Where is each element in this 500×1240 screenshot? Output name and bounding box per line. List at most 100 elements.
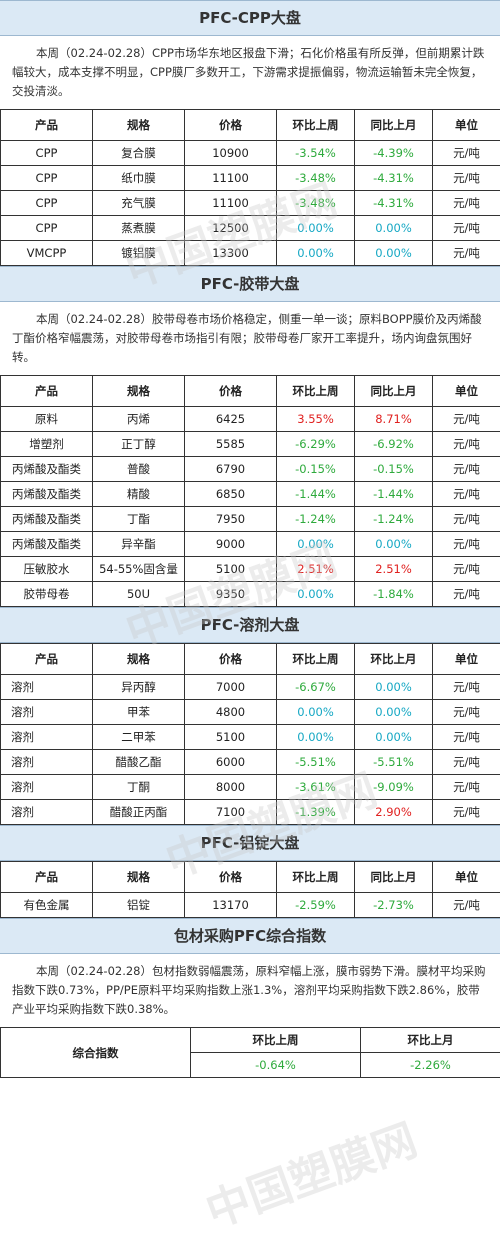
cell-mom: -4.31% bbox=[355, 191, 433, 216]
cell-spec: 醋酸乙酯 bbox=[93, 750, 185, 775]
index-label: 综合指数 bbox=[1, 1028, 191, 1078]
cell-mom: -5.51% bbox=[355, 750, 433, 775]
cell-spec: 纸巾膜 bbox=[93, 166, 185, 191]
cell-mom: 2.90% bbox=[355, 800, 433, 825]
cell-mom: -0.15% bbox=[355, 457, 433, 482]
table-row: 丙烯酸及酯类 异辛酯 9000 0.00% 0.00% 元/吨 bbox=[1, 532, 500, 557]
cell-product: CPP bbox=[1, 166, 93, 191]
cell-wow: -3.61% bbox=[277, 775, 355, 800]
table-row: 丙烯酸及酯类 普酸 6790 -0.15% -0.15% 元/吨 bbox=[1, 457, 500, 482]
cell-product: CPP bbox=[1, 141, 93, 166]
cell-product: 增塑剂 bbox=[1, 432, 93, 457]
cell-wow: 0.00% bbox=[277, 700, 355, 725]
cell-mom: -1.24% bbox=[355, 507, 433, 532]
cell-wow: 0.00% bbox=[277, 725, 355, 750]
cell-spec: 丁酯 bbox=[93, 507, 185, 532]
header-spec: 规格 bbox=[93, 862, 185, 893]
cell-wow: 0.00% bbox=[277, 532, 355, 557]
cell-wow: -5.51% bbox=[277, 750, 355, 775]
solvent-table: 产品 规格 价格 环比上周 环比上月 单位 溶剂 异丙醇 7000 -6.67%… bbox=[0, 643, 500, 825]
cell-wow: 2.51% bbox=[277, 557, 355, 582]
cell-wow: -3.48% bbox=[277, 191, 355, 216]
header-unit: 单位 bbox=[433, 376, 500, 407]
header-product: 产品 bbox=[1, 110, 93, 141]
index-col-mom: 环比上月 bbox=[361, 1028, 500, 1053]
cell-mom: 0.00% bbox=[355, 725, 433, 750]
table-row: 胶带母卷 50U 9350 0.00% -1.84% 元/吨 bbox=[1, 582, 500, 607]
index-section-title: 包材采购PFC综合指数 bbox=[0, 918, 500, 954]
cell-unit: 元/吨 bbox=[433, 141, 500, 166]
cell-price: 5585 bbox=[185, 432, 277, 457]
cell-price: 5100 bbox=[185, 557, 277, 582]
cell-mom: 0.00% bbox=[355, 216, 433, 241]
table-row: CPP 纸巾膜 11100 -3.48% -4.31% 元/吨 bbox=[1, 166, 500, 191]
cell-price: 4800 bbox=[185, 700, 277, 725]
cell-unit: 元/吨 bbox=[433, 216, 500, 241]
cell-unit: 元/吨 bbox=[433, 800, 500, 825]
cell-product: 溶剂 bbox=[1, 675, 93, 700]
header-mom: 同比上月 bbox=[355, 110, 433, 141]
cell-mom: 8.71% bbox=[355, 407, 433, 432]
cell-unit: 元/吨 bbox=[433, 507, 500, 532]
table-row: 有色金属 铝锭 13170 -2.59% -2.73% 元/吨 bbox=[1, 893, 500, 918]
cell-mom: -9.09% bbox=[355, 775, 433, 800]
cell-product: 溶剂 bbox=[1, 775, 93, 800]
cell-wow: 3.55% bbox=[277, 407, 355, 432]
cell-spec: 异丙醇 bbox=[93, 675, 185, 700]
table-row: 溶剂 醋酸乙酯 6000 -5.51% -5.51% 元/吨 bbox=[1, 750, 500, 775]
cpp-table: 产品 规格 价格 环比上周 同比上月 单位 CPP 复合膜 10900 -3.5… bbox=[0, 109, 500, 266]
cell-wow: -2.59% bbox=[277, 893, 355, 918]
table-row: 增塑剂 正丁醇 5585 -6.29% -6.92% 元/吨 bbox=[1, 432, 500, 457]
cell-product: VMCPP bbox=[1, 241, 93, 266]
header-product: 产品 bbox=[1, 376, 93, 407]
cell-price: 8000 bbox=[185, 775, 277, 800]
cell-price: 11100 bbox=[185, 191, 277, 216]
cell-unit: 元/吨 bbox=[433, 407, 500, 432]
cell-unit: 元/吨 bbox=[433, 725, 500, 750]
cell-wow: -1.24% bbox=[277, 507, 355, 532]
header-price: 价格 bbox=[185, 644, 277, 675]
cell-spec: 镀铝膜 bbox=[93, 241, 185, 266]
cell-price: 13170 bbox=[185, 893, 277, 918]
table-row: 溶剂 二甲苯 5100 0.00% 0.00% 元/吨 bbox=[1, 725, 500, 750]
cell-mom: -4.31% bbox=[355, 166, 433, 191]
cell-spec: 精酸 bbox=[93, 482, 185, 507]
cell-unit: 元/吨 bbox=[433, 457, 500, 482]
cell-product: 丙烯酸及酯类 bbox=[1, 457, 93, 482]
cell-spec: 54-55%固含量 bbox=[93, 557, 185, 582]
cell-wow: -0.15% bbox=[277, 457, 355, 482]
cell-unit: 元/吨 bbox=[433, 432, 500, 457]
cell-spec: 丁酮 bbox=[93, 775, 185, 800]
table-row: 原料 丙烯 6425 3.55% 8.71% 元/吨 bbox=[1, 407, 500, 432]
cell-mom: 0.00% bbox=[355, 675, 433, 700]
cell-wow: -3.48% bbox=[277, 166, 355, 191]
table-header-row: 产品 规格 价格 环比上周 同比上月 单位 bbox=[1, 376, 500, 407]
tape-section-title: PFC-胶带大盘 bbox=[0, 266, 500, 302]
aluminum-section-title: PFC-铝锭大盘 bbox=[0, 825, 500, 861]
tape-paragraph: 本周（02.24-02.28）胶带母卷市场价格稳定，侧重一单一谈；原料BOPP膜… bbox=[0, 302, 500, 375]
table-row: CPP 复合膜 10900 -3.54% -4.39% 元/吨 bbox=[1, 141, 500, 166]
cell-unit: 元/吨 bbox=[433, 241, 500, 266]
header-mom: 同比上月 bbox=[355, 862, 433, 893]
table-row: 压敏胶水 54-55%固含量 5100 2.51% 2.51% 元/吨 bbox=[1, 557, 500, 582]
cell-price: 6000 bbox=[185, 750, 277, 775]
header-wow: 环比上周 bbox=[277, 862, 355, 893]
cell-price: 7000 bbox=[185, 675, 277, 700]
cell-product: CPP bbox=[1, 216, 93, 241]
cell-price: 7950 bbox=[185, 507, 277, 532]
cell-unit: 元/吨 bbox=[433, 775, 500, 800]
index-value-mom: -2.26% bbox=[361, 1053, 500, 1078]
header-spec: 规格 bbox=[93, 376, 185, 407]
table-row: 丙烯酸及酯类 丁酯 7950 -1.24% -1.24% 元/吨 bbox=[1, 507, 500, 532]
cell-price: 6425 bbox=[185, 407, 277, 432]
cell-price: 6850 bbox=[185, 482, 277, 507]
header-mom: 环比上月 bbox=[355, 644, 433, 675]
table-header-row: 产品 规格 价格 环比上周 同比上月 单位 bbox=[1, 862, 500, 893]
header-spec: 规格 bbox=[93, 110, 185, 141]
cell-spec: 50U bbox=[93, 582, 185, 607]
cell-price: 5100 bbox=[185, 725, 277, 750]
table-row: CPP 蒸煮膜 12500 0.00% 0.00% 元/吨 bbox=[1, 216, 500, 241]
index-header-row: 综合指数 环比上周 环比上月 bbox=[1, 1028, 500, 1053]
cell-product: CPP bbox=[1, 191, 93, 216]
cell-spec: 醋酸正丙酯 bbox=[93, 800, 185, 825]
